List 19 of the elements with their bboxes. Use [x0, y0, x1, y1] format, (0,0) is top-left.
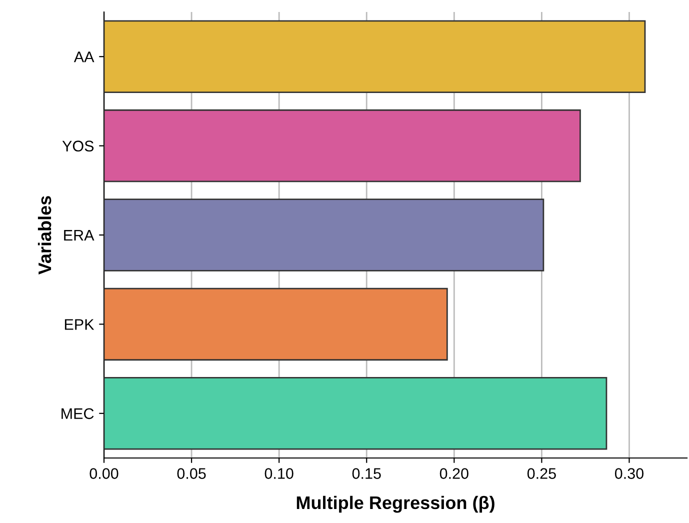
y-tick-label: MEC: [62, 408, 94, 420]
x-tick-label: 0.15: [352, 468, 381, 479]
x-tick-label: 0.05: [177, 468, 206, 479]
y-axis-title: Variables: [38, 196, 52, 275]
y-tick-label: EPK: [64, 319, 94, 330]
bar: [104, 20, 646, 93]
bar: [104, 288, 448, 361]
bar: [104, 109, 581, 182]
bar: [104, 198, 544, 272]
y-tick-label: AA: [74, 52, 94, 62]
x-axis-title: Multiple Regression (β): [296, 496, 494, 513]
x-tick-label: 0.00: [90, 468, 118, 479]
x-tick-label: 0.10: [264, 468, 294, 479]
y-tick-label: YOS: [62, 140, 94, 152]
bar: [104, 377, 608, 450]
x-tick-label: 0.20: [440, 468, 468, 479]
y-tick-label: ERA: [64, 230, 94, 241]
x-tick-label: 0.25: [527, 468, 556, 479]
x-tick-label: 0.30: [614, 468, 644, 479]
